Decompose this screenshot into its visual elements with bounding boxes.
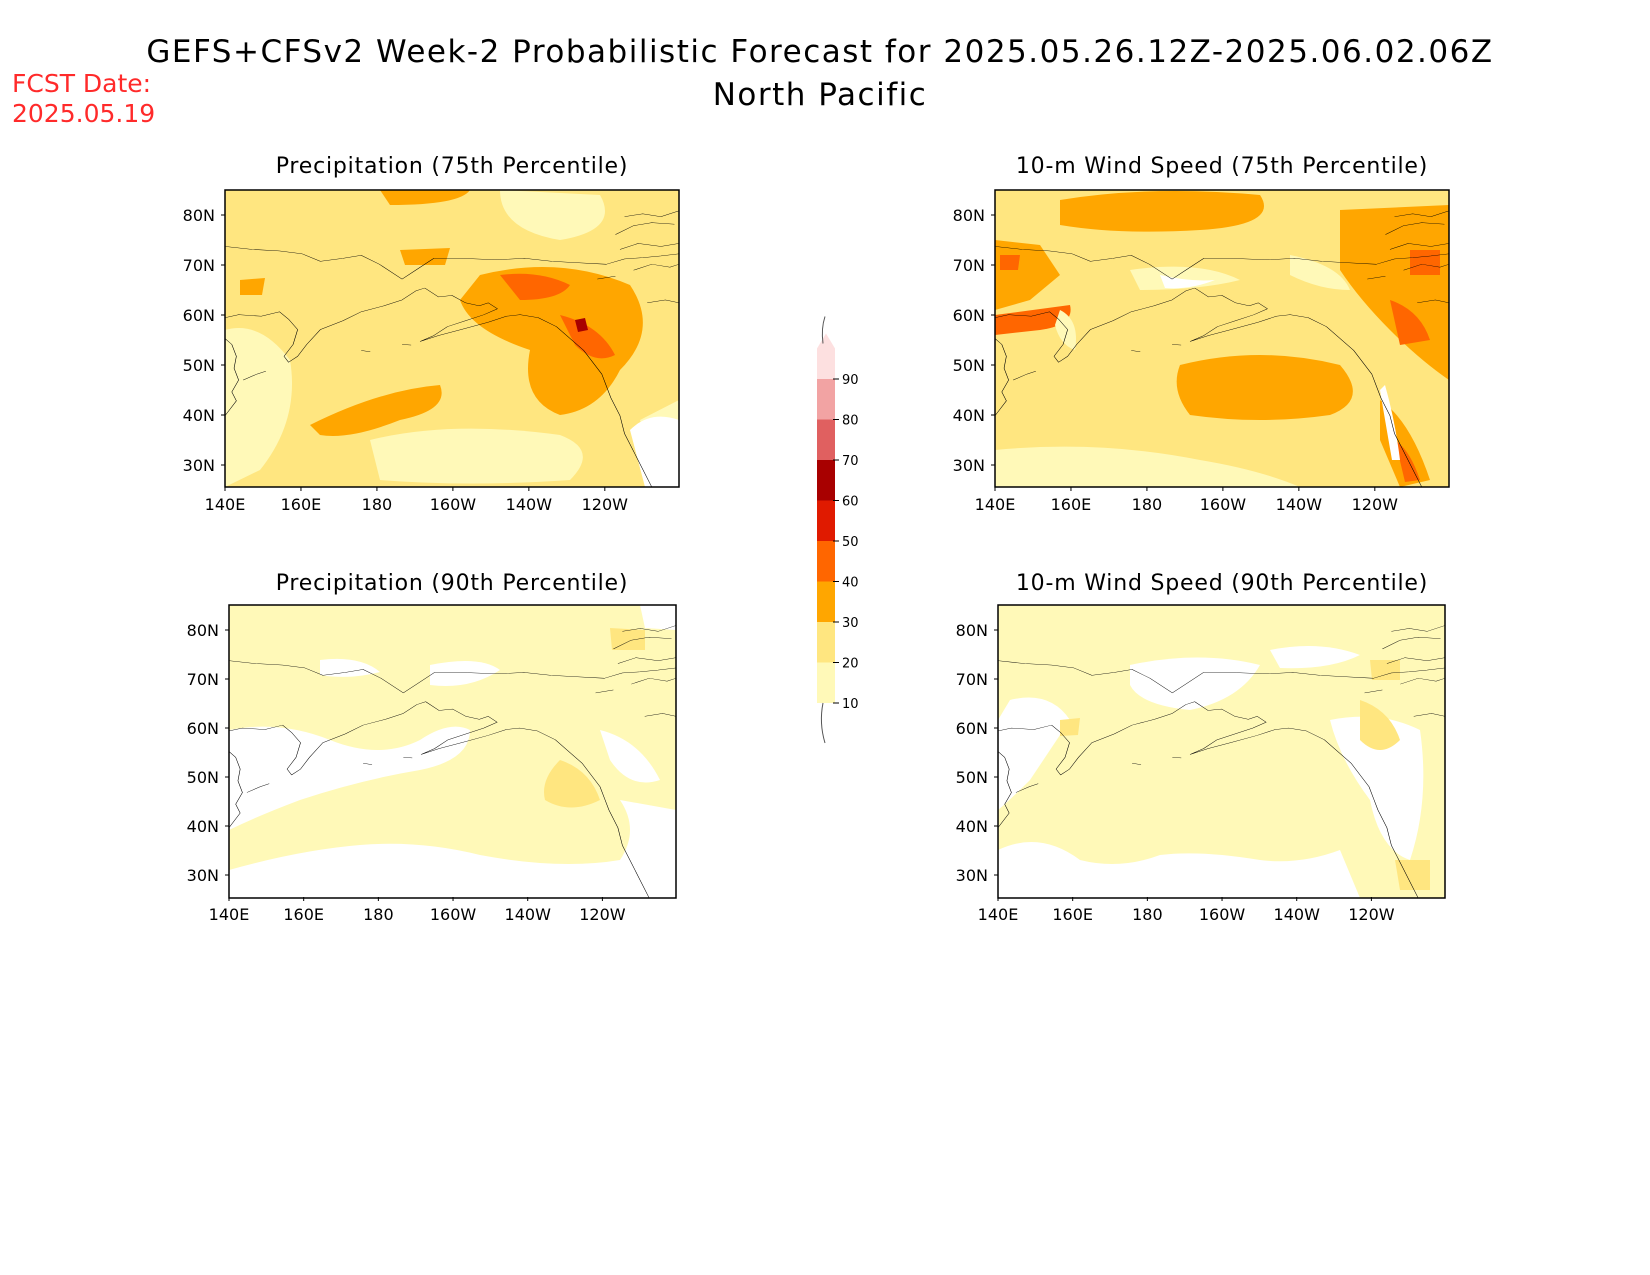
lon-tick-label: 160W [430,905,477,924]
colorbar: 10 20 30 40 50 60 70 80 90 [817,316,859,744]
lat-tick-label: 50N [183,356,215,375]
lon-tick-label: 120W [579,905,626,924]
colorbar-label: 80 [842,414,859,429]
lon-tick-label: 140E [205,495,246,514]
lat-tick-label: 60N [956,719,988,738]
lat-tick-label: 60N [187,719,219,738]
lat-tick-labels: 80N 70N 60N 50N 40N 30N [187,621,229,885]
lon-tick-label: 160E [1051,495,1092,514]
lon-tick-label: 140E [978,905,1019,924]
lon-tick-labels: 140E 160E 180 160W 140W 120W [975,487,1399,514]
lon-tick-labels: 140E 160E 180 160W 140W 120W [978,897,1395,924]
lat-tick-labels: 80N 70N 60N 50N 40N 30N [953,206,995,475]
colorbar-label: 30 [842,616,859,631]
lon-tick-label: 160E [1052,905,1093,924]
colorbar-label: 60 [842,495,859,510]
lat-tick-label: 70N [956,670,988,689]
lon-tick-label: 120W [1348,905,1395,924]
colorbar-swatch [817,500,835,541]
lon-tick-label: 120W [1352,495,1399,514]
lat-tick-label: 30N [953,456,985,475]
lon-tick-label: 160W [430,495,477,514]
lon-tick-label: 140E [209,905,250,924]
panel-precip-90: Precipitation (90th Percentile) 140E 160E… [187,571,677,924]
lat-tick-label: 60N [183,306,215,325]
lat-tick-label: 50N [187,768,219,787]
lon-tick-label: 160W [1199,905,1246,924]
lat-tick-label: 80N [183,206,215,225]
lon-tick-label: 140E [975,495,1016,514]
colorbar-tail [820,702,826,744]
lat-tick-label: 60N [953,306,985,325]
map-frame [997,604,1446,899]
colorbar-swatch [817,460,835,501]
lon-tick-label: 140W [1274,905,1321,924]
panel-title: 10-m Wind Speed (90th Percentile) [1016,571,1428,596]
lat-tick-labels: 80N 70N 60N 50N 40N 30N [956,621,998,885]
colorbar-label: 70 [842,454,859,469]
colorbar-label: 10 [842,697,859,712]
lon-tick-label: 180 [1132,905,1163,924]
colorbar-swatch [817,622,835,663]
lon-tick-label: 120W [582,495,629,514]
figure-subtitle: North Pacific [713,77,928,113]
map-frame [224,189,680,488]
colorbar-swatch [817,581,835,622]
lat-tick-label: 70N [187,670,219,689]
lat-tick-label: 30N [183,456,215,475]
lat-tick-label: 30N [956,866,988,885]
colorbar-label: 20 [842,657,859,672]
fcst-date-value: 2025.05.19 [12,99,155,128]
colorbar-label: 50 [842,535,859,550]
lon-tick-label: 160E [281,495,322,514]
lat-tick-label: 30N [187,866,219,885]
lat-tick-label: 80N [953,206,985,225]
lon-tick-labels: 140E 160E 180 160W 140W 120W [209,897,626,924]
lat-tick-label: 50N [953,356,985,375]
colorbar-swatch [817,379,835,420]
lon-tick-label: 140W [506,495,553,514]
lon-tick-label: 160W [1200,495,1247,514]
colorbar-swatch [817,333,835,379]
colorbar-swatch [817,541,835,582]
lon-tick-label: 140W [505,905,552,924]
lon-tick-label: 180 [362,495,393,514]
colorbar-swatch [817,662,835,703]
lon-tick-label: 160E [283,905,324,924]
lon-tick-label: 180 [363,905,394,924]
panel-title: Precipitation (75th Percentile) [276,154,629,179]
lat-tick-label: 80N [956,621,988,640]
map-frame [994,189,1450,488]
lat-tick-label: 70N [183,256,215,275]
map-frame [228,604,677,899]
figure-title: GEFS+CFSv2 Week-2 Probabilistic Forecast… [146,34,1493,70]
panel-precip-75: Precipitation (75th Percentile) 140E 160E… [183,154,680,514]
panel-title: 10-m Wind Speed (75th Percentile) [1016,154,1428,179]
lat-tick-label: 50N [956,768,988,787]
lon-tick-label: 140W [1276,495,1323,514]
colorbar-swatch [817,419,835,460]
lat-tick-label: 70N [953,256,985,275]
lat-tick-label: 40N [183,406,215,425]
panel-wind-90: 10-m Wind Speed (90th Percentile) 140E 16… [956,571,1446,924]
lat-tick-label: 40N [187,817,219,836]
colorbar-label: 90 [842,373,859,388]
lat-tick-label: 80N [187,621,219,640]
lat-tick-label: 40N [953,406,985,425]
lon-tick-label: 180 [1132,495,1163,514]
colorbar-label: 40 [842,576,859,591]
panel-wind-75: 10-m Wind Speed (75th Percentile) 140E 16… [953,154,1450,514]
lat-tick-label: 40N [956,817,988,836]
lon-tick-labels: 140E 160E 180 160W 140W 120W [205,487,629,514]
panel-title: Precipitation (90th Percentile) [276,571,629,596]
lat-tick-labels: 80N 70N 60N 50N 40N 30N [183,206,225,475]
colorbar-tip [821,316,826,344]
fcst-date-label: FCST Date: [12,69,151,98]
